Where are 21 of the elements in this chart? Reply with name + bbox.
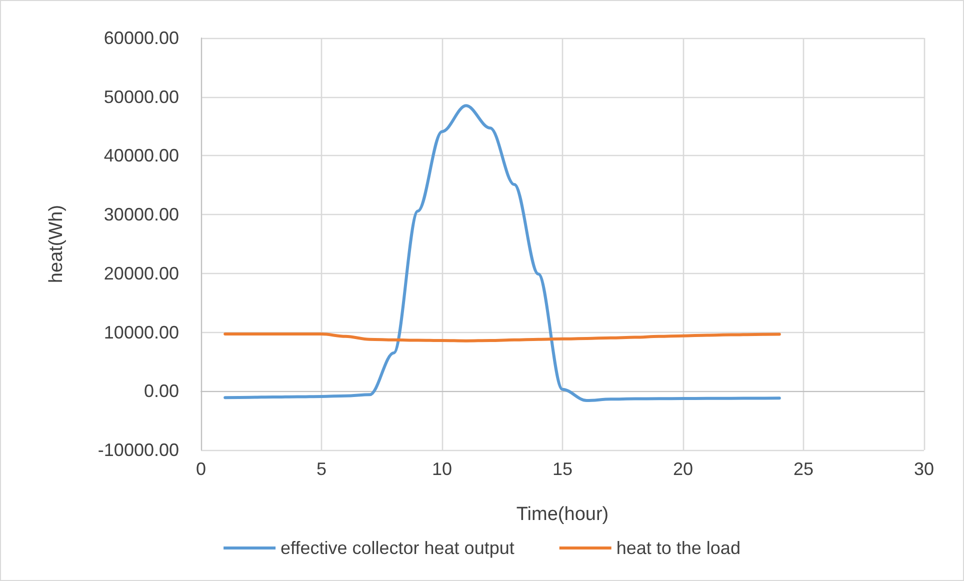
y-tick-label: -10000.00	[98, 440, 179, 460]
y-tick-label: 50000.00	[104, 86, 179, 107]
y-tick-label: 10000.00	[104, 322, 179, 342]
y-axis-title: heat(Wh)	[46, 204, 67, 284]
y-tick-label: 40000.00	[104, 146, 179, 166]
y-tick-label: 0.00	[144, 381, 179, 402]
y-tick-label: 20000.00	[104, 263, 179, 284]
y-tick-label: 30000.00	[104, 204, 179, 225]
legend-label: heat to the load	[616, 538, 740, 558]
x-axis-title: Time(hour)	[516, 504, 609, 525]
y-tick-label: 60000.00	[104, 28, 179, 48]
x-tick-label: 5	[316, 459, 327, 479]
x-tick-label: 25	[793, 459, 814, 479]
line-series	[224, 104, 781, 402]
line-series	[224, 332, 781, 342]
x-tick-label: 10	[432, 459, 452, 479]
x-tick-label: 15	[552, 459, 573, 479]
x-tick-label: 20	[672, 459, 694, 479]
legend-label: effective collector heat output	[280, 538, 514, 558]
x-tick-label: 0	[196, 459, 206, 479]
x-tick-label: 30	[914, 459, 934, 479]
